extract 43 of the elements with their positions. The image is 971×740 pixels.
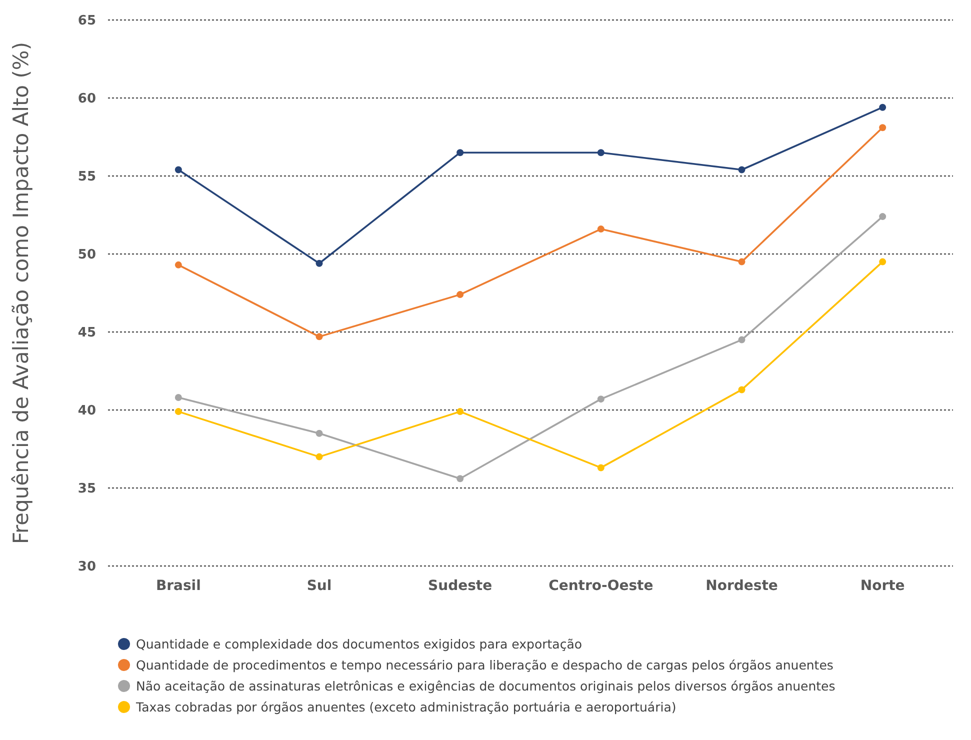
y-axis-title: Frequência de Avaliação como Impacto Alto (%) bbox=[9, 42, 33, 544]
y-tick-label: 60 bbox=[78, 92, 96, 107]
x-tick-label: Norte bbox=[860, 578, 905, 594]
y-tick-label: 40 bbox=[78, 404, 96, 419]
point bbox=[738, 166, 746, 174]
point bbox=[456, 149, 464, 156]
y-tick-label: 30 bbox=[78, 560, 96, 575]
point bbox=[174, 261, 182, 268]
point bbox=[879, 104, 886, 111]
point bbox=[738, 336, 746, 344]
point bbox=[597, 464, 604, 472]
point bbox=[879, 124, 886, 132]
point bbox=[174, 408, 182, 416]
x-tick-label: Nordeste bbox=[706, 578, 778, 594]
point bbox=[456, 408, 464, 416]
point bbox=[738, 258, 746, 266]
y-tick-label: 50 bbox=[78, 248, 96, 263]
point bbox=[316, 260, 323, 267]
legend-label: Não aceitação de assinaturas eletrônicas e exigências de documentos originais pelos diversos órgãos anuentes bbox=[136, 678, 836, 694]
x-tick-label: Centro-Oeste bbox=[548, 578, 654, 594]
point bbox=[456, 475, 464, 482]
x-tick-label: Sul bbox=[306, 578, 332, 594]
legend-label: Taxas cobradas por órgãos anuentes (exceto administração portuária e aeroportuária) bbox=[135, 699, 676, 714]
y-tick-label: 45 bbox=[78, 326, 96, 341]
point bbox=[597, 226, 604, 233]
point bbox=[316, 333, 323, 340]
point bbox=[879, 258, 886, 266]
point bbox=[738, 386, 746, 394]
point bbox=[174, 394, 182, 402]
y-tick-label: 65 bbox=[78, 14, 96, 29]
point bbox=[456, 291, 464, 298]
point bbox=[316, 453, 323, 460]
point bbox=[597, 149, 604, 156]
point bbox=[316, 430, 323, 437]
legend-label: Quantidade e complexidade dos documentos exigidos para exportação bbox=[136, 636, 582, 652]
legend-label: Quantidade de procedimentos e tempo necessário para liberação e despacho de cargas pelos órgãos anuentes bbox=[136, 657, 834, 672]
x-tick-label: Sudeste bbox=[428, 578, 492, 594]
point bbox=[597, 396, 604, 403]
y-tick-label: 35 bbox=[78, 482, 96, 497]
y-tick-label: 55 bbox=[78, 170, 96, 185]
point bbox=[879, 213, 886, 220]
x-tick-label: Brasil bbox=[156, 578, 201, 594]
point bbox=[174, 166, 182, 174]
